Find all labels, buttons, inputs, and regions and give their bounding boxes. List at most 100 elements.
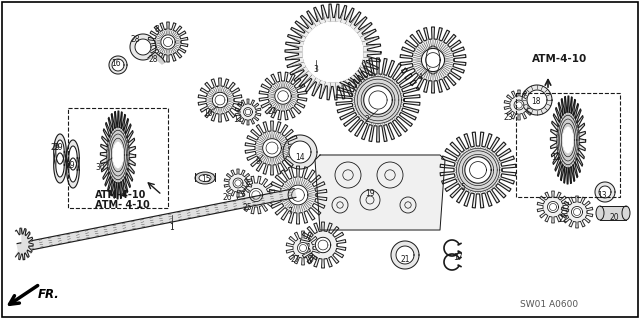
Polygon shape	[198, 78, 242, 122]
Text: 12: 12	[551, 153, 561, 162]
Polygon shape	[212, 92, 228, 108]
Text: 28: 28	[131, 35, 140, 44]
Text: 3: 3	[314, 65, 319, 75]
Polygon shape	[237, 176, 275, 214]
Polygon shape	[289, 141, 311, 163]
Text: 29: 29	[50, 144, 60, 152]
Polygon shape	[561, 196, 593, 228]
Polygon shape	[514, 100, 524, 110]
Polygon shape	[422, 48, 445, 71]
Polygon shape	[161, 35, 175, 49]
Polygon shape	[56, 140, 64, 164]
Polygon shape	[400, 27, 466, 93]
Text: 11: 11	[233, 115, 243, 124]
Polygon shape	[355, 77, 401, 123]
Polygon shape	[563, 127, 573, 152]
Ellipse shape	[622, 206, 630, 220]
Polygon shape	[67, 140, 79, 176]
Polygon shape	[15, 228, 33, 260]
Text: 17: 17	[453, 254, 463, 263]
Text: 9: 9	[255, 158, 260, 167]
Polygon shape	[300, 222, 346, 268]
Polygon shape	[550, 96, 586, 184]
Text: 1: 1	[170, 224, 174, 233]
Text: ATM- 4-10: ATM- 4-10	[95, 200, 150, 210]
Text: 4: 4	[417, 73, 422, 83]
Text: 21: 21	[400, 256, 410, 264]
Polygon shape	[250, 189, 262, 202]
Polygon shape	[135, 39, 151, 55]
Text: 18: 18	[531, 98, 541, 107]
Polygon shape	[244, 108, 252, 116]
Text: 24: 24	[267, 108, 277, 116]
Polygon shape	[69, 146, 77, 170]
Polygon shape	[69, 158, 77, 182]
Polygon shape	[391, 241, 419, 269]
Bar	[195, 173, 215, 181]
Text: 30: 30	[95, 162, 105, 172]
Polygon shape	[365, 86, 392, 114]
Text: 5: 5	[461, 183, 465, 192]
Bar	[68, 108, 168, 208]
Polygon shape	[316, 237, 331, 253]
Polygon shape	[259, 72, 307, 120]
Text: 15: 15	[201, 175, 211, 184]
Polygon shape	[283, 135, 317, 169]
Text: 10: 10	[203, 108, 213, 117]
Text: FR.: FR.	[38, 288, 60, 301]
Polygon shape	[113, 142, 123, 167]
Text: 6: 6	[308, 256, 314, 264]
Ellipse shape	[596, 206, 604, 220]
Polygon shape	[558, 115, 578, 165]
Polygon shape	[286, 231, 320, 265]
Text: ATM-4-10: ATM-4-10	[532, 54, 588, 64]
Polygon shape	[233, 178, 243, 188]
Polygon shape	[54, 147, 67, 183]
Text: 13: 13	[597, 190, 607, 199]
Text: 26: 26	[222, 194, 232, 203]
Polygon shape	[599, 186, 611, 198]
Text: 29: 29	[65, 160, 75, 169]
Polygon shape	[285, 4, 381, 100]
Polygon shape	[67, 152, 79, 188]
Polygon shape	[572, 206, 582, 218]
Text: SW01 A0600: SW01 A0600	[520, 300, 578, 309]
Ellipse shape	[195, 172, 215, 184]
Polygon shape	[130, 34, 156, 60]
Polygon shape	[112, 59, 124, 71]
Bar	[600, 206, 626, 220]
Polygon shape	[108, 130, 128, 180]
Polygon shape	[100, 111, 136, 199]
Text: 2: 2	[365, 115, 369, 124]
Polygon shape	[262, 139, 282, 157]
Text: 16: 16	[111, 58, 121, 68]
Polygon shape	[245, 121, 299, 175]
Polygon shape	[303, 22, 363, 82]
Polygon shape	[465, 157, 492, 183]
Text: 22: 22	[558, 216, 568, 225]
Polygon shape	[522, 85, 552, 115]
Text: 25: 25	[242, 204, 252, 212]
Bar	[516, 93, 620, 197]
Polygon shape	[148, 52, 165, 64]
Polygon shape	[396, 246, 414, 264]
Text: 19: 19	[365, 189, 375, 198]
Polygon shape	[56, 153, 64, 177]
Polygon shape	[275, 88, 291, 104]
Polygon shape	[440, 132, 516, 208]
Polygon shape	[269, 166, 327, 224]
Text: 28: 28	[148, 56, 157, 64]
Polygon shape	[595, 182, 615, 202]
Polygon shape	[109, 56, 127, 74]
Text: ATM-4-10: ATM-4-10	[95, 190, 147, 200]
Text: 14: 14	[295, 153, 305, 162]
Text: 27: 27	[290, 256, 300, 264]
Text: 29: 29	[53, 144, 63, 152]
Text: 7: 7	[287, 207, 292, 217]
Text: 20: 20	[609, 213, 619, 222]
Polygon shape	[465, 158, 490, 182]
Polygon shape	[288, 185, 308, 205]
Polygon shape	[224, 169, 252, 197]
Polygon shape	[148, 22, 188, 62]
Text: 23: 23	[503, 113, 513, 122]
